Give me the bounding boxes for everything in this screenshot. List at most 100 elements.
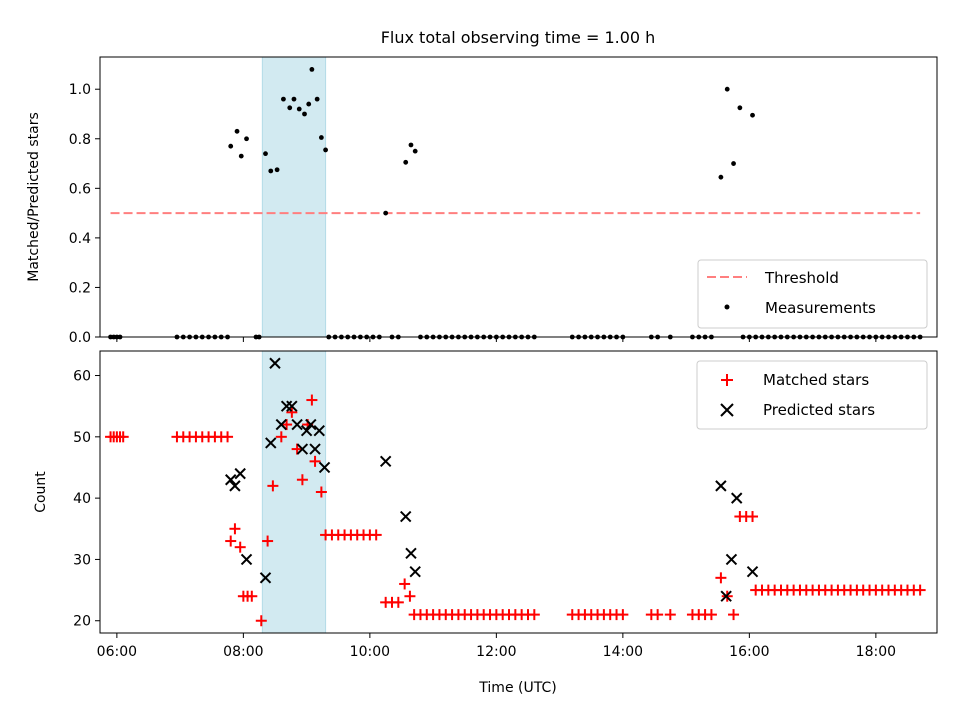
measurement-point (318, 135, 324, 140)
predicted-point (318, 461, 331, 474)
matched-legend-label: Matched stars (763, 371, 869, 389)
measurement-point (268, 168, 274, 174)
matched-legend-swatch (721, 374, 733, 386)
matched-point (255, 615, 267, 627)
measurement-point (309, 66, 315, 72)
bottom-legend: Matched stars Predicted stars (696, 360, 928, 430)
predicted-point (720, 590, 732, 602)
bottom-y-tick-label: 20 (73, 614, 91, 630)
bottom-y-tick-label: 60 (73, 369, 91, 385)
measurement-point (314, 96, 320, 102)
measurement-point (724, 86, 730, 92)
top-panel: 0.0 0.2 0.4 0.6 0.8 1.0 Flux total observing … (26, 28, 938, 346)
matched-point (747, 511, 759, 523)
predicted-stars-series (225, 357, 759, 602)
measurements-legend-swatch (724, 304, 730, 310)
top-y-tick-label: 0.0 (69, 330, 91, 346)
matched-point (234, 541, 246, 553)
matched-point (262, 535, 274, 547)
measurement-point (274, 167, 280, 173)
top-y-axis-label: Matched/Predicted stars (26, 112, 42, 282)
matched-point (291, 443, 303, 455)
predicted-point (379, 455, 392, 468)
matched-point (229, 523, 241, 535)
measurement-point (228, 143, 234, 149)
bottom-shaded-interval (261, 350, 327, 634)
top-legend-box (697, 259, 928, 329)
bottom-y-tick-label: 40 (73, 491, 91, 507)
predicted-point (309, 443, 321, 455)
chart-title: Flux total observing time = 1.00 h (381, 28, 656, 47)
predicted-point (313, 424, 325, 437)
top-legend: Threshold Measurements (697, 259, 928, 329)
matched-point (315, 486, 327, 498)
matched-point (296, 474, 308, 486)
top-y-tick-label: 0.8 (69, 132, 91, 148)
predicted-legend-swatch (720, 403, 734, 417)
top-x-axis (116, 337, 877, 342)
matched-point (728, 609, 740, 621)
matched-stars-series (105, 394, 926, 627)
matched-point (309, 455, 321, 467)
top-shaded-interval (261, 56, 327, 338)
predicted-point (725, 553, 738, 566)
matched-point (392, 596, 404, 608)
matched-point (914, 584, 926, 596)
bottom-plot-frame (99, 350, 938, 634)
measurement-point (238, 153, 244, 159)
measurement-point (731, 161, 736, 166)
matched-point (306, 394, 318, 406)
predicted-point (409, 565, 421, 578)
measurement-point (281, 96, 286, 102)
matched-point (267, 480, 279, 492)
matched-point (617, 609, 629, 621)
x-tick-label: 16:00 (729, 644, 769, 660)
measurement-point (244, 136, 249, 142)
predicted-point (405, 547, 417, 560)
matched-point (715, 572, 727, 584)
matched-point (370, 529, 382, 541)
matched-point (399, 578, 411, 590)
measurement-point (412, 148, 418, 154)
top-y-tick-label: 0.2 (69, 280, 91, 296)
predicted-point (300, 424, 313, 437)
matched-point (246, 590, 258, 602)
matched-point (286, 406, 298, 418)
measurement-point (234, 128, 240, 134)
top-y-tick-label: 0.4 (69, 231, 91, 247)
top-y-axis: 0.0 0.2 0.4 0.6 0.8 1.0 (69, 82, 100, 346)
measurement-point (408, 142, 414, 148)
matched-point (225, 535, 237, 547)
bottom-y-tick-label: 50 (73, 430, 91, 446)
measurement-point (323, 147, 328, 153)
measurement-point (737, 105, 743, 111)
matched-point (281, 419, 293, 431)
x-tick-label: 06:00 (97, 644, 137, 660)
bottom-y-axis: 20 30 40 50 60 (73, 369, 100, 630)
top-plot-frame (99, 56, 938, 338)
predicted-point (275, 418, 288, 431)
matched-point (222, 431, 234, 443)
predicted-legend-label: Predicted stars (763, 401, 875, 419)
predicted-point (399, 510, 412, 523)
measurement-point (296, 106, 302, 112)
top-y-tick-label: 0.6 (69, 181, 91, 197)
predicted-point (265, 437, 277, 449)
predicted-point (240, 553, 253, 566)
measurement-point (383, 210, 389, 216)
threshold-legend-label: Threshold (764, 269, 839, 287)
measurement-point (306, 101, 312, 107)
predicted-point (269, 357, 281, 369)
x-tick-label: 18:00 (856, 644, 896, 660)
matched-point (404, 590, 416, 602)
bottom-y-axis-label: Count (33, 471, 49, 513)
predicted-point (715, 480, 727, 492)
predicted-point (225, 474, 237, 486)
measurement-point (263, 151, 268, 157)
measurement-point (750, 112, 755, 118)
measurement-point (403, 159, 409, 165)
predicted-point (259, 572, 272, 584)
matched-point (275, 431, 287, 443)
x-tick-label: 10:00 (350, 644, 390, 660)
